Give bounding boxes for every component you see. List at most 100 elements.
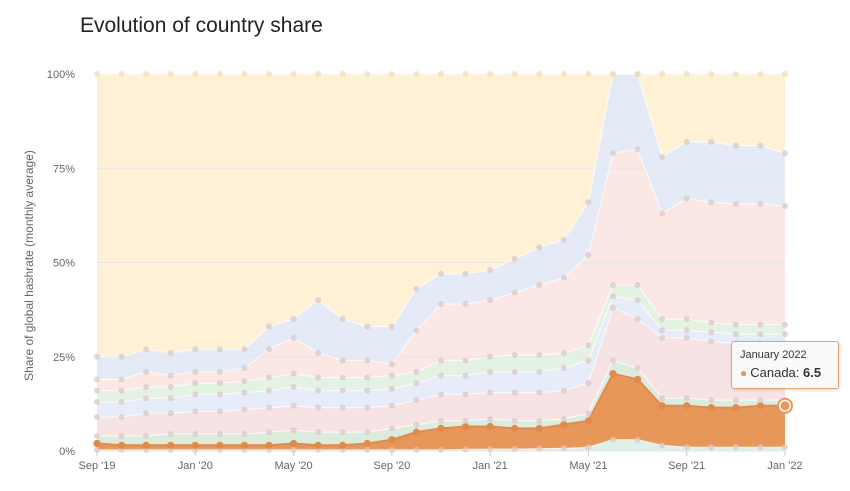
layer-green-2-point bbox=[143, 383, 150, 390]
tooltip-separator: : bbox=[795, 365, 800, 380]
layer-top-point bbox=[192, 71, 199, 77]
layer-green-1-point bbox=[364, 429, 371, 436]
canada-point bbox=[388, 436, 396, 444]
layer-green-2-point bbox=[339, 374, 346, 381]
layer-green-2-point bbox=[438, 357, 444, 364]
layer-blue-1-point bbox=[192, 391, 199, 398]
layer-top-point bbox=[413, 71, 420, 77]
x-tick-label: Jan '22 bbox=[767, 460, 802, 472]
canada-point bbox=[584, 417, 593, 425]
tooltip-line: ● Canada: 6.5 bbox=[740, 365, 821, 380]
layer-top-point bbox=[708, 71, 715, 77]
layer-pink-1-point bbox=[94, 414, 100, 421]
layer-top-point bbox=[118, 71, 125, 77]
layer-pink-2-point bbox=[388, 361, 395, 368]
layer-pink-2-point bbox=[560, 274, 567, 281]
layer-green-1-point bbox=[94, 432, 100, 439]
layer-top-point bbox=[290, 71, 297, 77]
layer-pink-2-point bbox=[339, 357, 346, 364]
layer-green-1-point bbox=[560, 415, 567, 422]
layer-top-point bbox=[339, 71, 346, 77]
canada-point bbox=[216, 441, 224, 449]
layer-blue-2-point bbox=[118, 353, 125, 360]
layer-top-point bbox=[585, 71, 592, 77]
x-tick-label: Jan '21 bbox=[473, 460, 508, 472]
layer-blue-1-point bbox=[143, 395, 150, 402]
canada-point bbox=[314, 441, 322, 449]
layer-green-2-point bbox=[732, 321, 739, 328]
layer-green-1-point bbox=[241, 431, 248, 438]
layer-pink-2-point bbox=[757, 201, 764, 208]
layer-blue-2-point bbox=[782, 150, 788, 157]
layer-pink-2-point bbox=[610, 150, 616, 157]
canada-point bbox=[142, 441, 150, 449]
canada-area bbox=[97, 373, 785, 450]
layer-blue-2-point bbox=[659, 153, 666, 160]
layer-pink-2-point bbox=[511, 289, 518, 296]
layer-green-2-point bbox=[683, 316, 690, 323]
layer-green-1-point bbox=[290, 427, 297, 434]
layer-green-2-point bbox=[487, 353, 494, 360]
layer-pink-1-point bbox=[364, 404, 371, 411]
layer-blue-1-point bbox=[241, 389, 248, 396]
layer-pink-2-point bbox=[192, 368, 199, 375]
layer-green-1-point bbox=[118, 432, 125, 439]
layer-pink-1-point bbox=[610, 304, 616, 311]
layer-bottom-point bbox=[560, 445, 567, 452]
x-tick-label: May '21 bbox=[569, 460, 607, 472]
layer-green-2-point bbox=[216, 380, 223, 387]
layer-pink-2-point bbox=[290, 334, 297, 341]
canada-point bbox=[240, 441, 249, 449]
layer-bottom-point bbox=[683, 444, 690, 451]
layer-green-1-point bbox=[634, 365, 641, 372]
layer-bottom-point bbox=[634, 436, 641, 443]
layer-blue-2-point bbox=[511, 255, 518, 262]
layer-pink-2-point bbox=[683, 195, 690, 202]
layer-blue-2-point bbox=[585, 199, 592, 206]
canada-point bbox=[609, 370, 617, 378]
layer-top-point bbox=[610, 71, 616, 77]
layer-blue-1-point bbox=[732, 331, 739, 338]
y-tick-label: 50% bbox=[53, 258, 75, 270]
layer-bottom-point bbox=[659, 442, 666, 449]
layer-green-2-point bbox=[388, 372, 395, 379]
layer-blue-2-point bbox=[167, 349, 174, 356]
layer-green-2-point bbox=[560, 349, 567, 356]
tooltip-date: January 2022 bbox=[740, 349, 807, 361]
layer-blue-1-point bbox=[511, 368, 518, 375]
layer-top-point bbox=[216, 71, 223, 77]
layer-bottom-point bbox=[462, 446, 469, 453]
layer-blue-1-point bbox=[388, 385, 395, 392]
layer-pink-1-point bbox=[536, 389, 543, 396]
layer-blue-2-point bbox=[241, 346, 248, 353]
layer-bottom-point bbox=[290, 446, 297, 453]
y-tick-label: 75% bbox=[53, 163, 75, 175]
layer-top-point bbox=[634, 71, 641, 77]
layer-pink-1-point bbox=[216, 408, 223, 415]
layer-blue-1-point bbox=[216, 391, 223, 398]
layer-blue-1-point bbox=[560, 365, 567, 372]
x-tick-label: Sep '20 bbox=[373, 460, 410, 472]
layer-top-area bbox=[97, 74, 785, 357]
canada-point bbox=[461, 422, 470, 431]
layer-pink-1-point bbox=[683, 334, 690, 341]
layer-green-1-point bbox=[487, 415, 494, 422]
layer-pink-1-point bbox=[438, 391, 444, 398]
y-tick-label: 0% bbox=[59, 446, 75, 458]
layer-top-point bbox=[364, 71, 371, 77]
layer-green-2-area bbox=[97, 285, 785, 402]
layer-blue-1-point bbox=[413, 380, 420, 387]
layer-pink-2-point bbox=[634, 146, 641, 153]
layer-green-1-point bbox=[143, 432, 150, 439]
highlight-point bbox=[780, 401, 790, 411]
layer-blue-1-point bbox=[94, 398, 100, 405]
layer-bottom-point bbox=[94, 446, 100, 453]
layer-blue-2-point bbox=[290, 316, 297, 323]
layer-pink-2-point bbox=[266, 346, 272, 353]
layer-green-1-point bbox=[216, 431, 223, 438]
layer-green-2-point bbox=[364, 374, 371, 381]
tooltip-series-dot: ● bbox=[740, 366, 748, 380]
layer-bottom-point bbox=[708, 444, 715, 451]
layer-pink-1-area bbox=[97, 307, 785, 436]
layer-green-1-point bbox=[732, 397, 739, 404]
